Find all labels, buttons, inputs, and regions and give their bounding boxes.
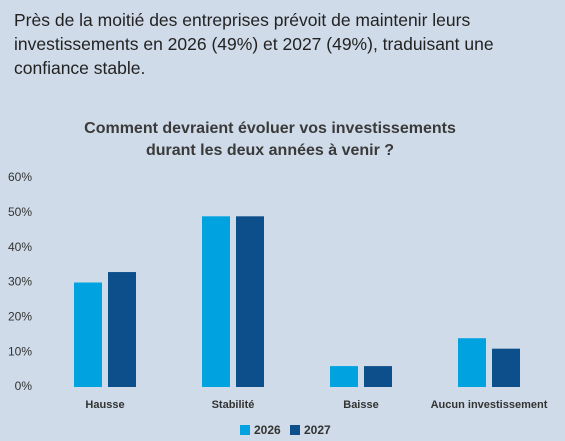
bar xyxy=(458,338,486,387)
bar xyxy=(202,216,230,387)
bar xyxy=(330,366,358,387)
y-tick-label: 30% xyxy=(8,275,32,289)
x-tick-label: Hausse xyxy=(85,399,124,411)
legend-swatch xyxy=(240,425,250,435)
y-tick-label: 10% xyxy=(8,344,32,358)
bar xyxy=(492,348,520,387)
x-tick-label: Stabilité xyxy=(212,399,255,411)
y-tick-label: 40% xyxy=(8,240,32,254)
y-tick-label: 20% xyxy=(8,310,32,324)
bar xyxy=(108,272,136,387)
y-tick-label: 60% xyxy=(8,170,32,184)
chart-title: Comment devraient évoluer vos investisse… xyxy=(84,120,456,159)
y-tick-label: 50% xyxy=(8,205,32,219)
x-tick-label: Baisse xyxy=(343,399,378,411)
legend-label: 2026 xyxy=(254,423,281,437)
x-tick-label: Aucun investissement xyxy=(431,399,548,411)
bar xyxy=(364,366,392,387)
legend-label: 2027 xyxy=(304,423,331,437)
y-tick-label: 0% xyxy=(15,379,33,393)
subtitle: Près de la moitié des entreprises prévoi… xyxy=(14,10,494,78)
bar xyxy=(74,282,102,387)
bar xyxy=(236,216,264,387)
legend-swatch xyxy=(290,425,300,435)
